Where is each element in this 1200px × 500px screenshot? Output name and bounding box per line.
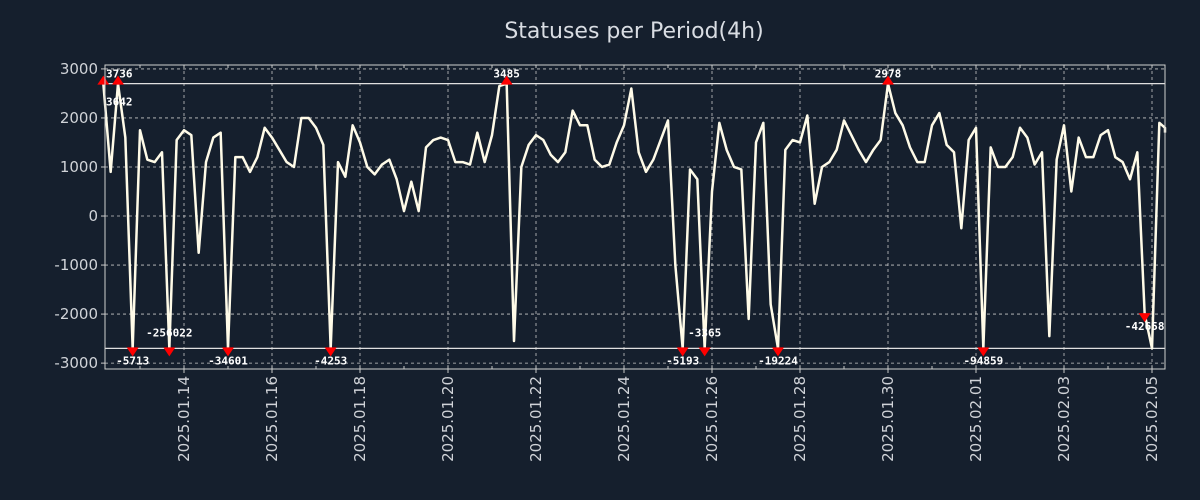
x-tick-label: 2025.01.18 <box>351 376 369 462</box>
outlier-marker-down <box>977 347 990 357</box>
outlier-markers: 3736 3642 -5713 -256022 -34601 -4253 3485 -5193… <box>97 68 1165 367</box>
y-tick-label: 1000 <box>60 158 98 176</box>
outlier-label: -256022 <box>146 326 192 339</box>
y-tick-label: -2000 <box>54 305 98 323</box>
x-tick-label: 2025.01.22 <box>527 376 545 462</box>
outlier-marker-up <box>97 75 110 85</box>
outlier-marker-up <box>112 75 124 85</box>
outlier-label: -5193 <box>666 354 699 367</box>
outlier-marker-down <box>324 347 337 357</box>
outlier-marker-down <box>222 347 234 357</box>
outlier-marker-down <box>163 347 176 357</box>
outlier-label: -34601 <box>208 354 248 367</box>
outlier-label: -19224 <box>758 354 798 367</box>
y-tick-label: 0 <box>88 207 98 225</box>
outlier-marker-up <box>882 75 894 85</box>
x-tick-label: 2025.01.24 <box>615 376 633 462</box>
x-tick-label: 2025.02.01 <box>967 376 985 462</box>
outlier-marker-down <box>676 347 689 357</box>
outlier-label: -5713 <box>116 354 149 367</box>
y-tick-label: -1000 <box>54 256 98 274</box>
outlier-label: -3365 <box>688 326 721 339</box>
chart-title: Statuses per Period(4h) <box>504 19 763 44</box>
outlier-marker-down <box>698 347 711 357</box>
x-tick-label: 2025.01.20 <box>439 376 457 462</box>
x-tick-label: 2025.01.26 <box>703 376 721 462</box>
outlier-marker-up <box>500 75 513 85</box>
outlier-label: -42658 <box>1125 320 1165 333</box>
plot-frame <box>104 64 1166 370</box>
outlier-marker-down <box>772 347 784 357</box>
x-tick-label: 2025.01.30 <box>879 376 897 462</box>
x-tick-label: 2025.01.14 <box>175 376 193 462</box>
y-tick-label: -3000 <box>54 354 98 372</box>
series-line <box>102 82 1167 350</box>
x-tick-label: 2025.01.28 <box>791 376 809 462</box>
x-tick-label: 2025.02.03 <box>1055 376 1073 462</box>
series <box>102 82 1167 350</box>
x-tick-label: 2025.02.05 <box>1143 376 1161 462</box>
x-axis: 2025.01.14 2025.01.16 2025.01.18 2025.01.20… <box>139 65 1161 462</box>
outlier-marker-down <box>1138 313 1151 323</box>
outlier-label: 2978 <box>875 68 902 81</box>
y-tick-label: 3000 <box>60 60 98 78</box>
outlier-label: -94859 <box>963 354 1003 367</box>
outlier-label: 3736 <box>106 68 133 81</box>
outlier-label: 3642 <box>106 96 133 109</box>
x-tick-label: 2025.01.16 <box>263 376 281 462</box>
outlier-label: -4253 <box>314 354 347 367</box>
y-tick-label: 2000 <box>60 109 98 127</box>
outlier-label: 3485 <box>493 68 520 81</box>
outlier-marker-down <box>126 347 139 357</box>
y-axis: 3000 2000 1000 0 -1000 -2000 -3000 <box>54 60 105 372</box>
